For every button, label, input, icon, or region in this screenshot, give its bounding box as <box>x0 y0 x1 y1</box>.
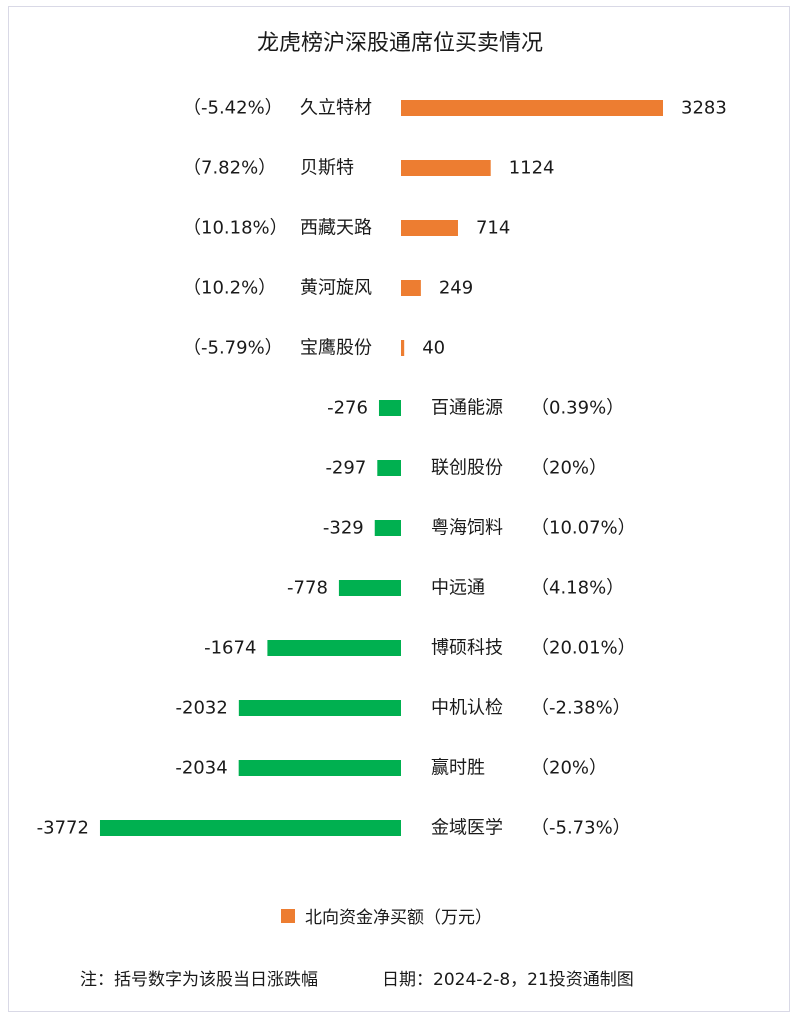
change-label: （0.39%） <box>531 398 624 419</box>
category-label: 联创股份 <box>431 458 503 479</box>
value-label: -1674 <box>204 638 256 659</box>
bar-博硕科技 <box>267 640 401 656</box>
legend: 北向资金净买额（万元） <box>281 908 492 928</box>
category-label: 黄河旋风 <box>300 278 372 299</box>
category-label: 百通能源 <box>431 398 503 419</box>
change-label: （20.01%） <box>531 638 636 659</box>
legend-label: 北向资金净买额（万元） <box>305 908 492 928</box>
change-label: （20%） <box>531 458 607 479</box>
value-label: 40 <box>422 338 445 359</box>
footer-date-source: 日期：2024-2-8，21投资通制图 <box>382 970 634 990</box>
footer-note: 注：括号数字为该股当日涨跌幅 <box>80 970 318 990</box>
bar-中远通 <box>338 580 401 596</box>
value-label: 1124 <box>509 158 555 179</box>
bar-赢时胜 <box>238 760 401 776</box>
category-label: 贝斯特 <box>300 158 354 179</box>
change-label: （4.18%） <box>531 578 624 599</box>
value-label: 3283 <box>681 98 727 119</box>
value-label: -2032 <box>176 698 228 719</box>
change-label: （-2.38%） <box>531 698 631 719</box>
category-label: 宝鹰股份 <box>300 338 372 359</box>
value-label: -2034 <box>175 758 227 779</box>
change-label: （20%） <box>531 758 607 779</box>
value-label: -297 <box>325 458 366 479</box>
legend-swatch <box>281 909 295 923</box>
category-label: 久立特材 <box>300 98 372 119</box>
change-label: （-5.42%） <box>183 98 283 119</box>
category-label: 粤海饲料 <box>431 518 503 539</box>
chart-frame <box>8 6 790 1012</box>
value-label: -329 <box>323 518 364 539</box>
bar-粤海饲料 <box>374 520 401 536</box>
category-label: 博硕科技 <box>431 638 503 659</box>
change-label: （7.82%） <box>183 158 276 179</box>
bar-贝斯特 <box>401 160 491 176</box>
bar-金域医学 <box>99 820 401 836</box>
chart-title: 龙虎榜沪深股通席位买卖情况 <box>257 31 543 56</box>
change-label: （10.07%） <box>531 518 636 539</box>
bar-中机认检 <box>238 700 401 716</box>
bar-久立特材 <box>401 100 663 116</box>
category-label: 西藏天路 <box>300 218 372 239</box>
category-label: 中远通 <box>431 578 485 599</box>
bar-联创股份 <box>377 460 401 476</box>
category-label: 金域医学 <box>431 818 503 839</box>
bar-西藏天路 <box>401 220 458 236</box>
bar-黄河旋风 <box>401 280 421 296</box>
value-label: -276 <box>327 398 368 419</box>
bar-百通能源 <box>378 400 401 416</box>
change-label: （-5.79%） <box>183 338 283 359</box>
bars-layer: 3283 久立特材 （-5.42%） 1124 贝斯特 （7.82%） 714 西藏天路 （10… <box>37 98 727 839</box>
value-label: 714 <box>476 218 510 239</box>
value-label: -3772 <box>37 818 89 839</box>
category-label: 赢时胜 <box>431 757 485 779</box>
change-label: （10.18%） <box>183 218 288 239</box>
category-label: 中机认检 <box>431 698 503 719</box>
value-label: 249 <box>439 278 473 299</box>
change-label: （-5.73%） <box>531 818 631 839</box>
change-label: （10.2%） <box>183 278 276 299</box>
bar-宝鹰股份 <box>401 340 405 356</box>
value-label: -778 <box>287 578 328 599</box>
